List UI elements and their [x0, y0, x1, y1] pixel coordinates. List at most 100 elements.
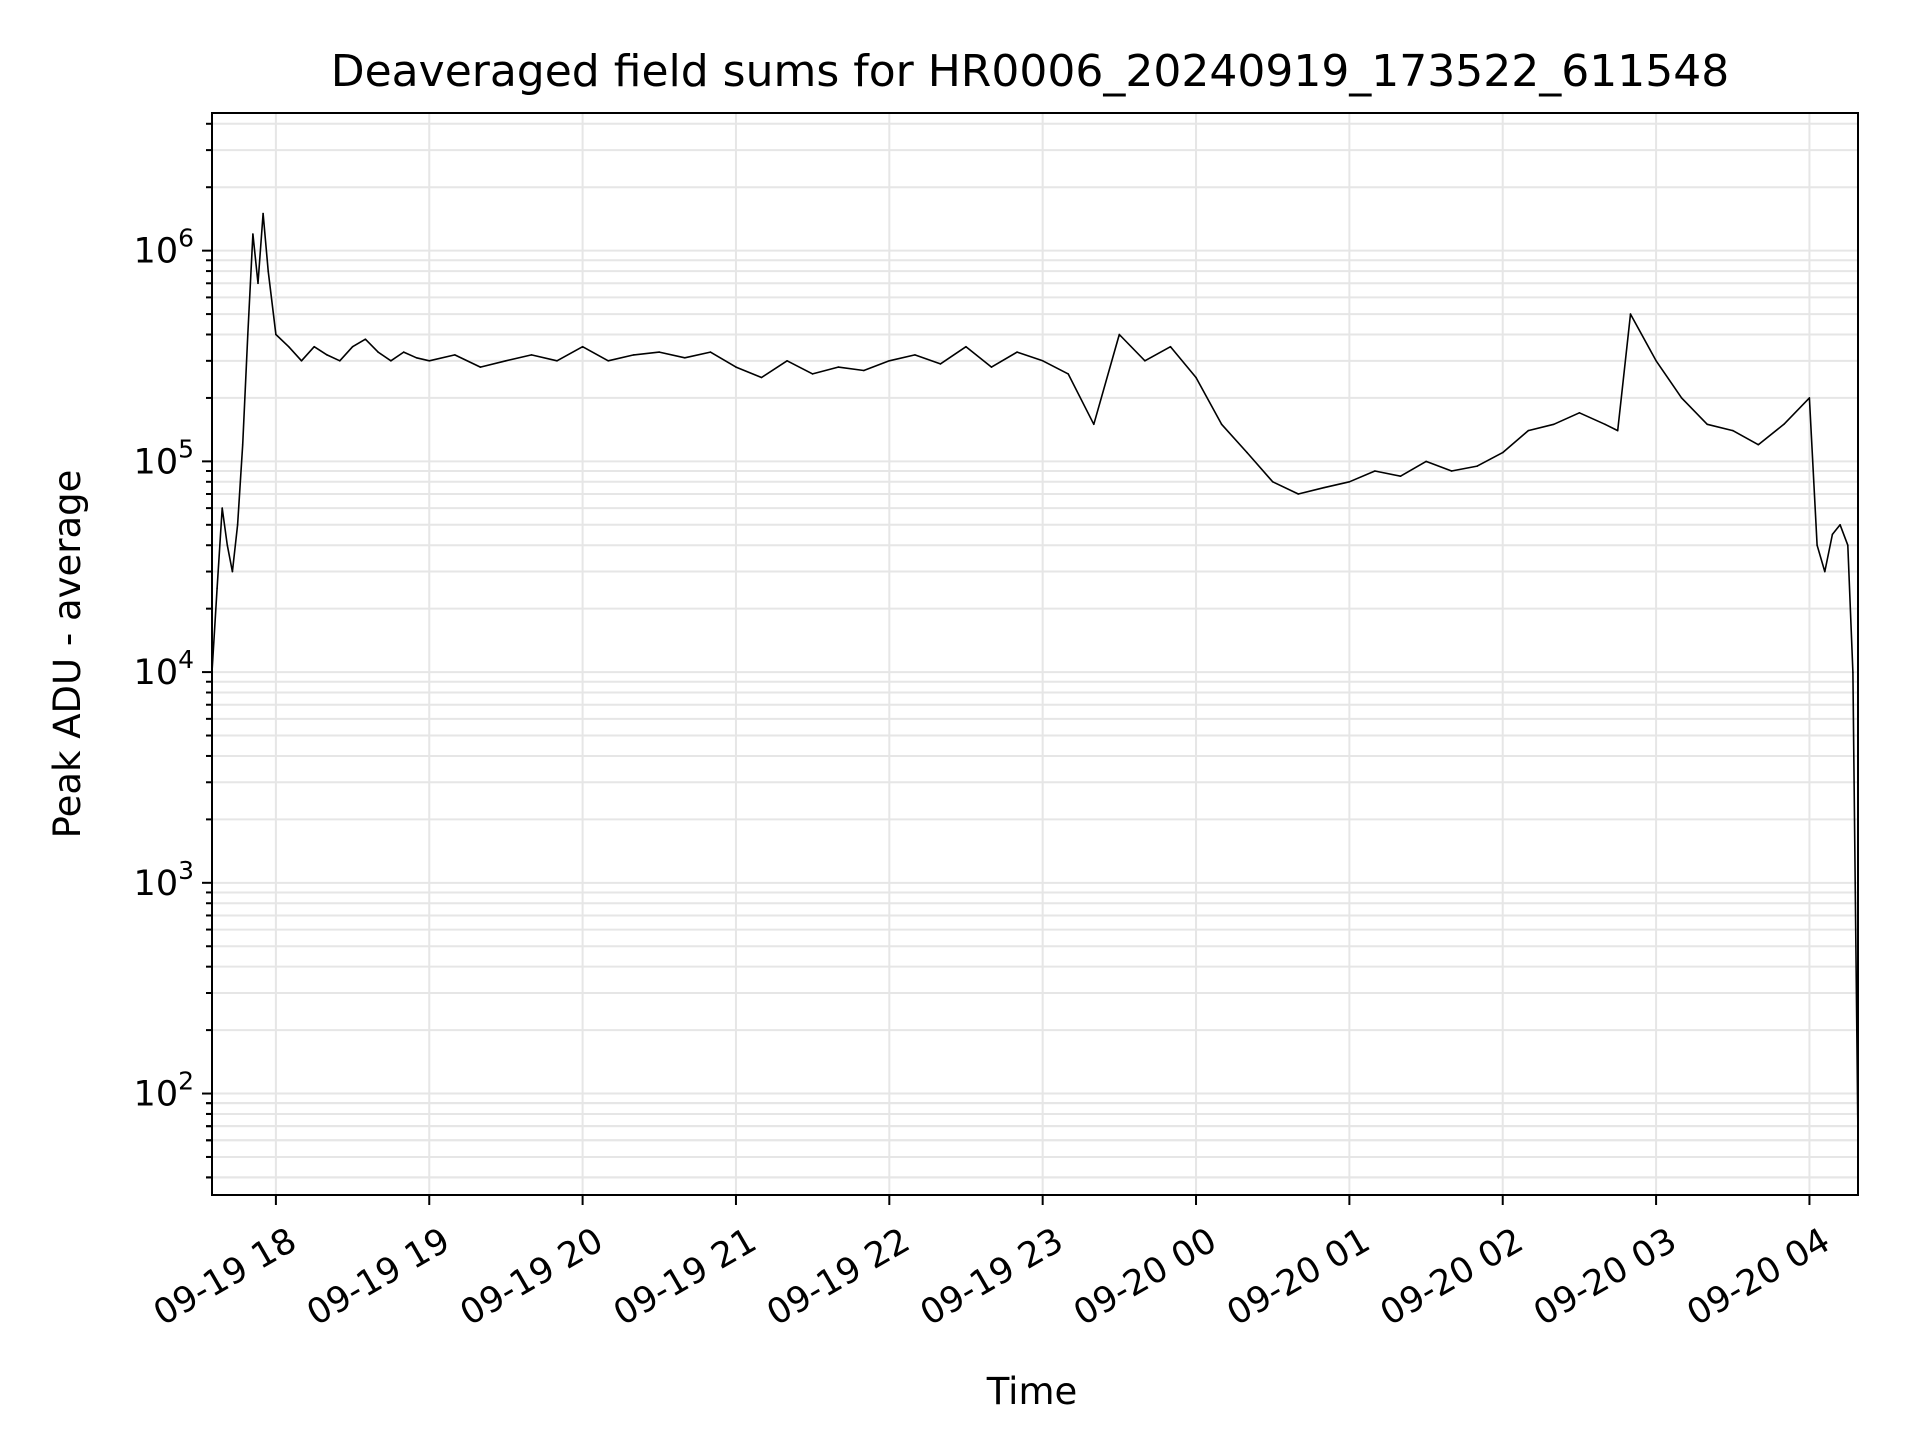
- data-point: [1476, 465, 1478, 467]
- data-point: [252, 233, 254, 235]
- data-point: [1348, 481, 1351, 483]
- y-tick-exponent: 5: [178, 434, 194, 463]
- data-point: [1831, 533, 1834, 536]
- axis-ticks: [202, 122, 1811, 1205]
- data-point: [735, 366, 737, 368]
- data-point: [1169, 345, 1172, 348]
- data-point: [1041, 360, 1044, 362]
- y-axis-label: Peak ADU - average: [46, 470, 89, 839]
- plot-frame: [211, 112, 1859, 1196]
- data-point: [1246, 451, 1248, 454]
- data-point: [607, 360, 609, 362]
- data-point: [1680, 397, 1683, 399]
- data-point: [247, 333, 249, 336]
- data-point: [257, 282, 259, 285]
- data-point: [684, 357, 686, 359]
- data-point: [1757, 443, 1760, 446]
- y-tick-exponent: 6: [178, 224, 194, 253]
- data-point: [402, 351, 405, 353]
- data-point: [1450, 470, 1453, 472]
- data-point: [236, 524, 239, 526]
- data-point: [914, 354, 916, 356]
- data-point: [1616, 429, 1619, 432]
- data-point: [1374, 470, 1376, 472]
- data-point: [1783, 423, 1785, 426]
- data-point: [226, 544, 229, 546]
- data-point: [300, 360, 303, 362]
- data-point: [267, 270, 270, 272]
- y-tick-label: 103: [134, 856, 194, 904]
- data-point: [863, 369, 865, 372]
- data-point: [1016, 351, 1018, 353]
- data-point: [1271, 481, 1274, 483]
- data-point: [1578, 412, 1581, 414]
- y-tick-label: 102: [134, 1067, 194, 1115]
- data-point: [990, 366, 993, 368]
- data-point: [326, 354, 328, 356]
- data-point: [1144, 360, 1146, 362]
- data-point: [965, 345, 967, 348]
- data-point: [811, 373, 814, 375]
- y-tick-base: 10: [134, 864, 179, 904]
- plot-area: [211, 212, 1859, 1142]
- data-point: [1118, 333, 1121, 336]
- y-tick-base: 10: [134, 1075, 179, 1115]
- y-tick-base: 10: [134, 442, 179, 482]
- data-point: [1220, 423, 1223, 426]
- y-tick-label: 106: [134, 224, 194, 272]
- y-tick-label: 105: [134, 434, 194, 482]
- data-point: [1604, 423, 1606, 426]
- data-point: [581, 345, 584, 348]
- y-tick-exponent: 2: [178, 1067, 194, 1096]
- y-tick-label: 104: [134, 645, 194, 693]
- data-point: [351, 345, 354, 348]
- data-point: [1501, 451, 1504, 454]
- y-tick-base: 10: [134, 232, 179, 272]
- data-point: [1808, 397, 1811, 399]
- data-point: [1425, 460, 1427, 463]
- data-point: [216, 587, 218, 589]
- data-point: [415, 357, 418, 359]
- data-point: [231, 570, 234, 573]
- data-point: [760, 376, 763, 379]
- data-point: [837, 366, 839, 368]
- data-point: [262, 212, 264, 215]
- data-point: [454, 354, 456, 356]
- data-point: [1852, 671, 1854, 673]
- data-point: [1527, 429, 1530, 432]
- grid-lines: [212, 113, 1858, 1195]
- data-point: [479, 366, 482, 368]
- data-point: [275, 333, 277, 336]
- data-point: [658, 351, 661, 353]
- data-point: [1399, 475, 1402, 478]
- data-point: [1629, 313, 1632, 315]
- data-point: [1816, 544, 1818, 546]
- y-tick-base: 10: [134, 653, 179, 693]
- data-point: [1824, 570, 1826, 573]
- data-point: [287, 345, 290, 348]
- data-point: [339, 360, 341, 362]
- data-point: [939, 363, 942, 365]
- data-point: [1847, 544, 1849, 546]
- data-point: [1323, 486, 1325, 489]
- data-point: [1195, 376, 1197, 379]
- data-point: [556, 360, 558, 362]
- data-point: [364, 338, 367, 341]
- data-point: [1655, 360, 1657, 362]
- data-point: [505, 360, 507, 362]
- data-point: [1553, 423, 1555, 426]
- data-point: [1732, 429, 1734, 432]
- data-point: [1067, 373, 1069, 375]
- data-point: [1297, 493, 1300, 495]
- y-tick-exponent: 3: [178, 856, 194, 885]
- data-point: [241, 443, 244, 446]
- data-point: [313, 345, 316, 348]
- data-point: [428, 360, 431, 362]
- data-point: [1839, 524, 1841, 526]
- data-point: [709, 351, 712, 353]
- chart-title: Deaveraged field sums for HR0006_2024091…: [331, 46, 1730, 97]
- x-axis-label: Time: [986, 1370, 1078, 1413]
- data-point: [786, 360, 788, 362]
